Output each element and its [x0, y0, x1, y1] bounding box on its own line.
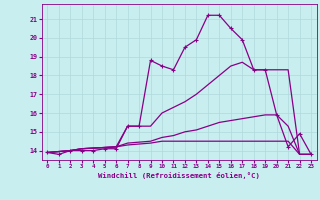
X-axis label: Windchill (Refroidissement éolien,°C): Windchill (Refroidissement éolien,°C) [98, 172, 260, 179]
